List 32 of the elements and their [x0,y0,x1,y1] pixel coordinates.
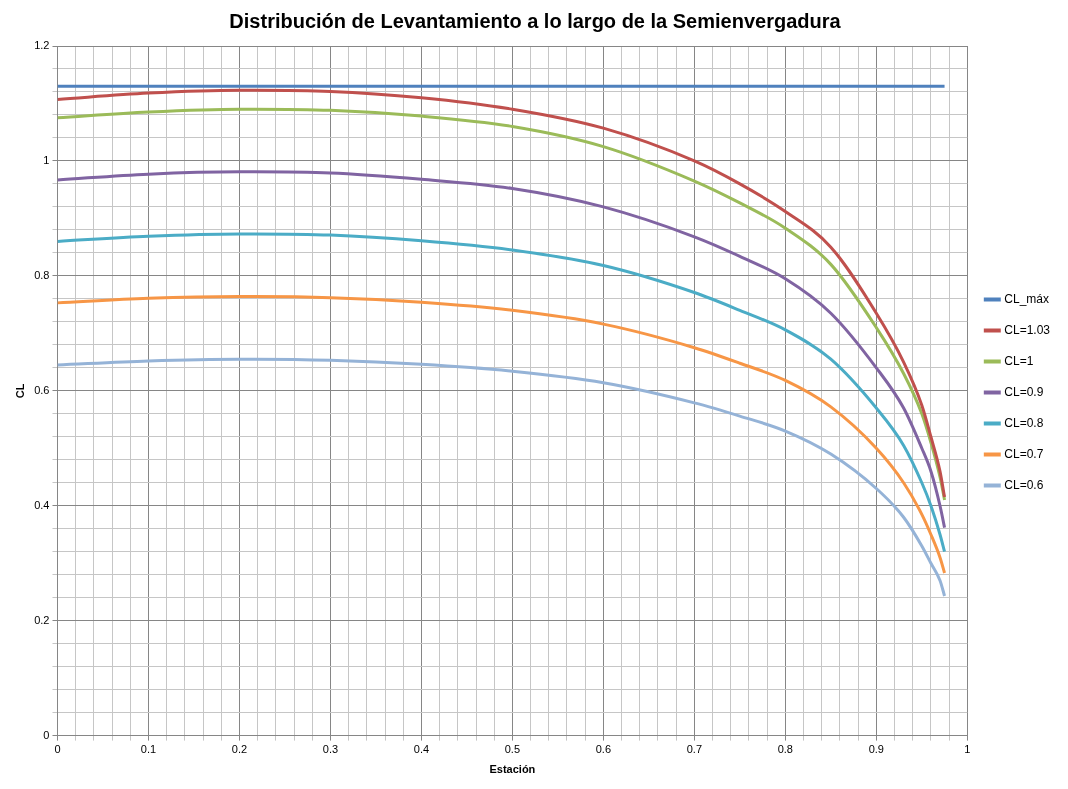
x-tick-label: 0.6 [595,743,612,756]
line-series [57,295,947,575]
x-axis-title: Estación [489,763,536,776]
y-tick-label: 1.2 [34,39,50,52]
chart-title: Distribución de Levantamiento a lo largo de la Semienvergadura [229,9,842,32]
x-tick-label: 0.8 [777,743,793,756]
y-axis-title: CL [13,383,26,399]
y-tick-label: 0.4 [34,498,50,511]
x-tick-label: 0.1 [140,743,157,756]
line-series [57,357,947,598]
x-tick-label: 0.4 [413,743,430,756]
x-tick-label: 0 [54,743,61,756]
y-tick-label: 0.2 [34,613,50,626]
y-tick-label: 0 [43,728,50,741]
legend-label: CL=0.8 [1004,415,1044,430]
line-series [57,170,947,530]
legend-label: CL=0.7 [1004,446,1044,461]
x-tick-label: 0.2 [231,743,248,756]
legend-label: CL=0.6 [1004,477,1044,492]
legend-label: CL=1.03 [1004,322,1051,337]
x-tick-label: 1 [964,743,971,756]
x-tick-label: 0.3 [322,743,339,756]
legend-label: CL_máx [1004,291,1049,306]
legend-label: CL=1 [1004,353,1034,368]
y-tick-label: 0.8 [34,268,50,281]
legend-label: CL=0.9 [1004,384,1044,399]
x-tick-label: 0.5 [504,743,521,756]
x-tick-label: 0.7 [686,743,702,756]
y-tick-label: 0.6 [34,383,50,396]
line-series [57,232,947,554]
x-tick-label: 0.9 [868,743,884,756]
y-tick-label: 1 [43,153,50,166]
